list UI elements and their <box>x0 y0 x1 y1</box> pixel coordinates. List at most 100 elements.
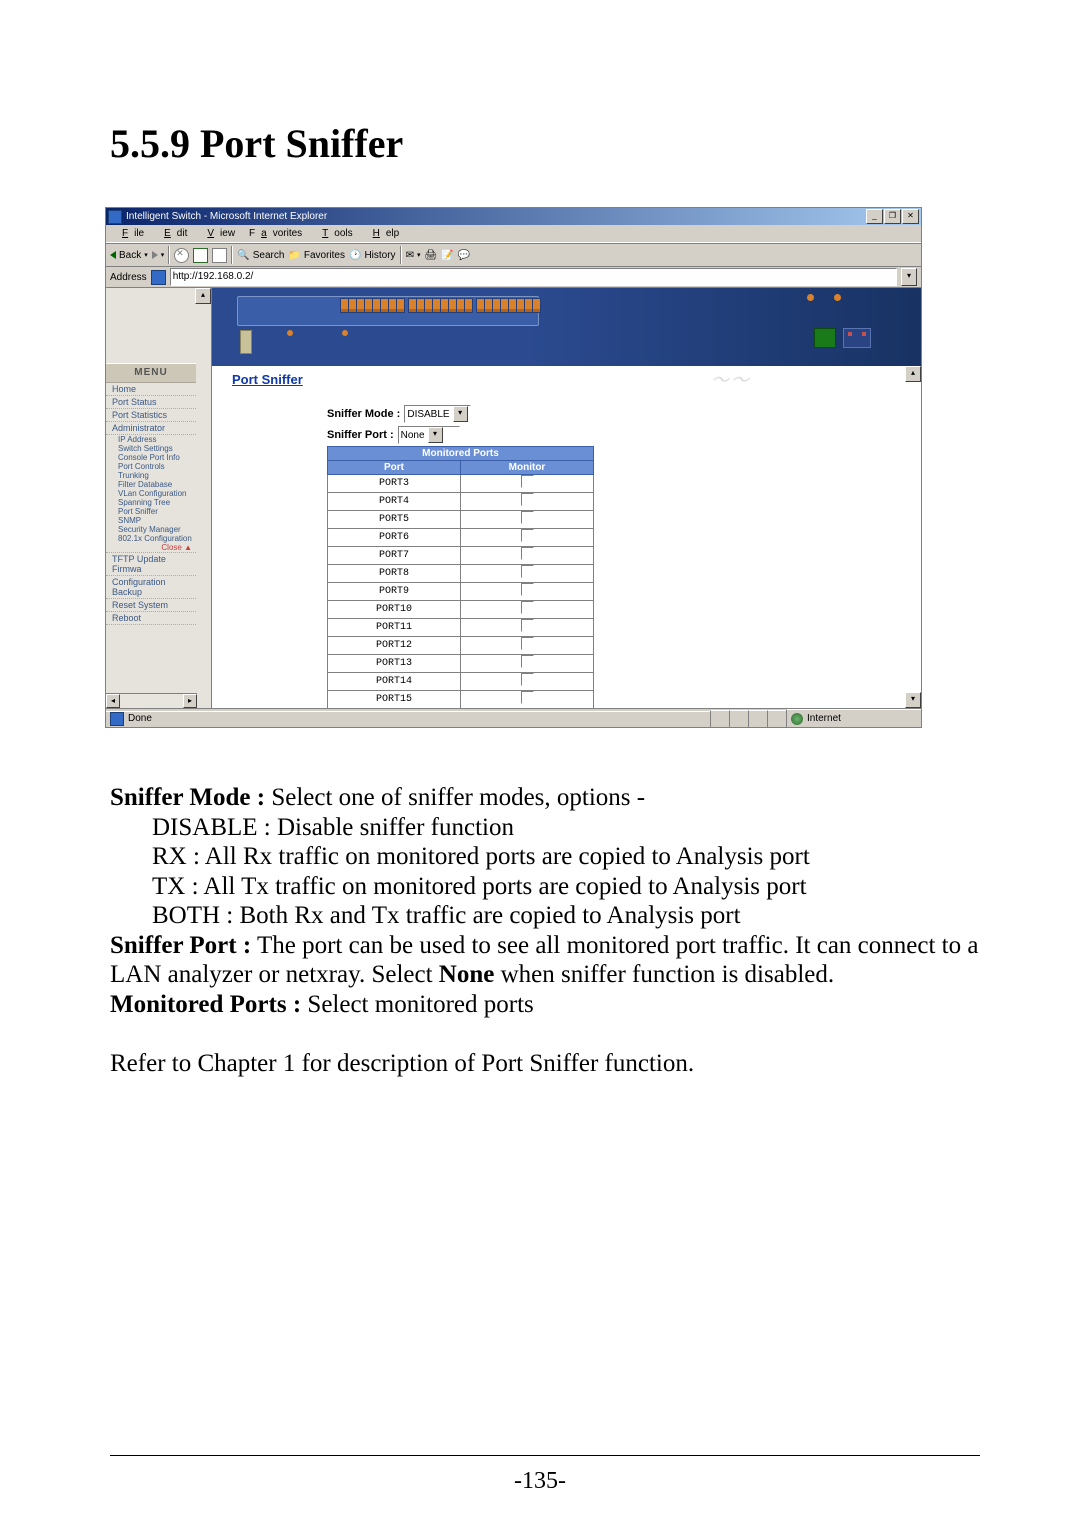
menu-help[interactable]: Help <box>361 228 406 239</box>
sidebar-item-config-backup[interactable]: Configuration Backup <box>106 576 196 599</box>
discuss-button[interactable]: 💬 <box>458 250 470 261</box>
sidebar-item-reboot[interactable]: Reboot <box>106 612 196 625</box>
port-cell: PORT7 <box>328 547 461 565</box>
sidebar-item-reset-system[interactable]: Reset System <box>106 599 196 612</box>
select-dropdown-icon[interactable]: ▾ <box>453 406 468 422</box>
sidebar-hscroll-left-icon[interactable]: ◂ <box>106 694 120 708</box>
menu-tools[interactable]: Tools <box>310 228 358 239</box>
sidebar-hscroll: ◂ ▸ <box>106 693 197 708</box>
content-title: Port Sniffer <box>232 372 901 387</box>
led-icon <box>342 330 348 336</box>
sidebar-item-tftp[interactable]: TFTP Update Firmwa <box>106 553 196 576</box>
home-icon[interactable] <box>212 248 227 263</box>
minimize-button[interactable]: _ <box>866 209 883 224</box>
table-header-monitor: Monitor <box>461 461 594 475</box>
mail-button[interactable]: ✉▾ <box>406 250 421 261</box>
table-row: PORT12 <box>328 637 594 655</box>
text-sniffer-mode-label: Sniffer Mode : <box>110 784 265 811</box>
menu-file[interactable]: File <box>110 228 150 239</box>
sidebar-item-vlan-config[interactable]: VLan Configuration <box>106 489 196 498</box>
close-button[interactable]: ✕ <box>902 209 919 224</box>
monitor-checkbox[interactable] <box>521 475 534 488</box>
sidebar-item-switch-settings[interactable]: Switch Settings <box>106 444 196 453</box>
refresh-icon[interactable] <box>193 248 208 263</box>
maximize-button[interactable]: ❐ <box>884 209 901 224</box>
edit-button[interactable]: 📝 <box>441 250 453 261</box>
address-dropdown-icon[interactable]: ▾ <box>901 268 917 286</box>
menu-view[interactable]: View <box>195 228 241 239</box>
monitor-checkbox[interactable] <box>521 583 534 596</box>
sidebar-item-port-statistics[interactable]: Port Statistics <box>106 409 196 422</box>
address-bar: Address http://192.168.0.2/ ▾ <box>106 267 921 288</box>
monitor-checkbox[interactable] <box>521 691 534 704</box>
monitor-checkbox[interactable] <box>521 673 534 686</box>
toolbar-separator <box>168 246 170 264</box>
favorites-button[interactable]: 📁 Favorites <box>288 250 345 261</box>
sidebar-scroll-up-icon[interactable]: ▴ <box>195 288 211 304</box>
device-banner <box>212 288 921 366</box>
search-button[interactable]: 🔍 Search <box>237 250 284 261</box>
sidebar-item-security-manager[interactable]: Security Manager <box>106 525 196 534</box>
status-led-icon <box>807 294 814 301</box>
page-divider <box>110 1455 980 1456</box>
select-dropdown-icon[interactable]: ▾ <box>428 427 443 443</box>
print-icon: 🖨 <box>424 250 437 261</box>
port-cell: PORT12 <box>328 637 461 655</box>
port-cell: PORT3 <box>328 475 461 493</box>
sniffer-port-select[interactable]: None ▾ <box>398 426 460 444</box>
back-button[interactable]: Back ▾ <box>110 250 148 261</box>
monitor-checkbox[interactable] <box>521 565 534 578</box>
sidebar-item-spanning-tree[interactable]: Spanning Tree <box>106 498 196 507</box>
status-text: Done <box>128 713 152 724</box>
monitor-checkbox[interactable] <box>521 493 534 506</box>
sidebar-item-trunking[interactable]: Trunking <box>106 471 196 480</box>
monitor-cell <box>461 511 594 529</box>
monitor-checkbox[interactable] <box>521 601 534 614</box>
address-input[interactable]: http://192.168.0.2/ <box>170 268 897 286</box>
monitor-checkbox[interactable] <box>521 637 534 650</box>
monitor-cell <box>461 619 594 637</box>
back-dropdown-icon[interactable]: ▾ <box>144 251 148 259</box>
sidebar-item-8021x[interactable]: 802.1x Configuration <box>106 534 196 543</box>
table-header-port: Port <box>328 461 461 475</box>
sidebar-item-filter-database[interactable]: Filter Database <box>106 480 196 489</box>
stop-icon[interactable] <box>174 248 189 263</box>
sidebar-item-close[interactable]: Close ▲ <box>106 543 196 553</box>
monitor-checkbox[interactable] <box>521 619 534 632</box>
status-cell <box>710 710 729 727</box>
sidebar-item-console-port-info[interactable]: Console Port Info <box>106 453 196 462</box>
back-label: Back <box>119 250 141 261</box>
search-icon: 🔍 <box>237 250 249 261</box>
sidebar-hscroll-right-icon[interactable]: ▸ <box>183 694 197 708</box>
history-button[interactable]: 🕑 History <box>349 250 396 261</box>
sidebar-item-snmp[interactable]: SNMP <box>106 516 196 525</box>
content-scroll-down-icon[interactable]: ▾ <box>905 692 921 708</box>
print-button[interactable]: 🖨 <box>424 250 437 261</box>
monitor-checkbox[interactable] <box>521 529 534 542</box>
sidebar-item-port-controls[interactable]: Port Controls <box>106 462 196 471</box>
menu-favorites[interactable]: Favorites <box>243 228 308 239</box>
sidebar-item-administrator[interactable]: Administrator <box>106 422 196 435</box>
sidebar-item-home[interactable]: Home <box>106 383 196 396</box>
monitor-cell <box>461 529 594 547</box>
forward-dropdown-icon[interactable]: ▾ <box>161 251 165 259</box>
menu-edit[interactable]: Edit <box>152 228 193 239</box>
sniffer-mode-select[interactable]: DISABLE ▾ <box>404 405 470 423</box>
status-led-icon <box>834 294 841 301</box>
sidebar-hscroll-track[interactable] <box>120 694 183 708</box>
monitor-checkbox[interactable] <box>521 655 534 668</box>
port-cell: PORT4 <box>328 493 461 511</box>
internet-zone-icon <box>791 713 803 725</box>
ie-icon <box>108 210 122 224</box>
monitor-checkbox[interactable] <box>521 547 534 560</box>
monitor-checkbox[interactable] <box>521 511 534 524</box>
forward-button[interactable]: ▾ <box>152 251 165 259</box>
sidebar-item-ip-address[interactable]: IP Address <box>106 435 196 444</box>
monitor-cell <box>461 565 594 583</box>
port-cell: PORT9 <box>328 583 461 601</box>
sidebar-item-port-status[interactable]: Port Status <box>106 396 196 409</box>
content-scroll-up-icon[interactable]: ▴ <box>905 366 921 382</box>
favorites-label: Favorites <box>304 250 345 261</box>
table-row: PORT5 <box>328 511 594 529</box>
sidebar-item-port-sniffer[interactable]: Port Sniffer <box>106 507 196 516</box>
